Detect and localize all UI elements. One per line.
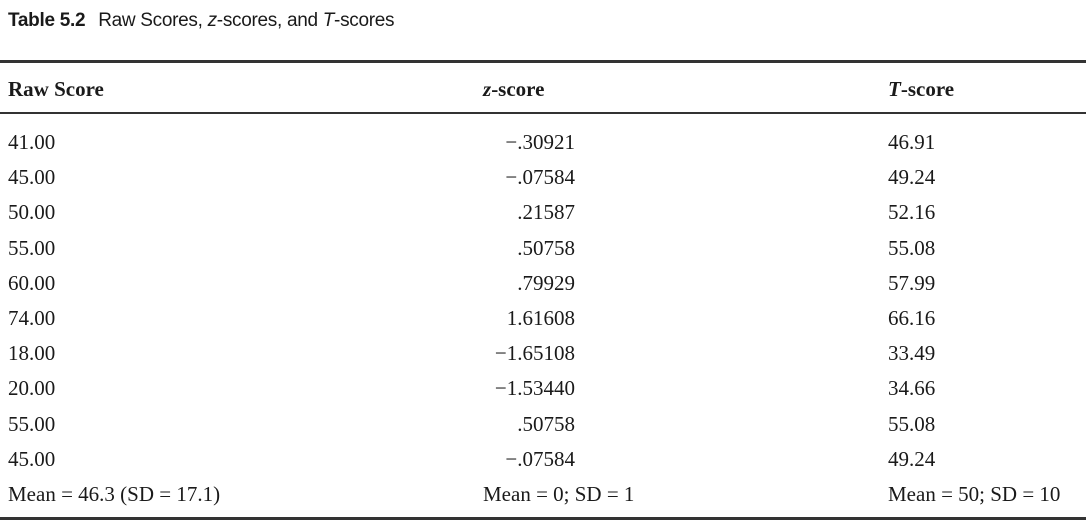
text-part: T (888, 77, 901, 101)
table-cell: .50758 (517, 235, 575, 260)
text-part: T (322, 10, 335, 31)
table-cell: 60.00 (8, 270, 56, 295)
table-cell: 66.16 (888, 306, 936, 330)
text-part: -score (491, 77, 545, 101)
text-part: z (483, 77, 492, 101)
table-cell: .50758 (517, 411, 575, 436)
table-cell: 33.49 (888, 341, 936, 366)
column-header: T-score (888, 77, 954, 101)
caption-label: Table 5.2 (8, 10, 86, 31)
table-cell: −.07584 (505, 446, 575, 471)
column-header: z-score (483, 77, 544, 101)
table-cell: .21587 (517, 200, 575, 225)
text-part: -score (900, 77, 955, 101)
table-cell: 18.00 (8, 341, 56, 366)
table-cell: 74.00 (8, 306, 56, 330)
table-cell: 41.00 (8, 130, 56, 154)
table-cell: 20.00 (8, 376, 56, 401)
table-cell: 55.08 (888, 235, 936, 260)
top-rule (0, 60, 1086, 63)
text-part: Raw Score (8, 77, 104, 101)
footer-cell: Mean = 50; SD = 10 (888, 482, 1061, 506)
table-cell: −1.53440 (494, 376, 575, 401)
footer-cell: Mean = 0; SD = 1 (483, 482, 635, 506)
table-cell: 52.16 (888, 200, 936, 225)
text-part: Raw Scores, (98, 10, 208, 31)
table-cell: 46.91 (888, 130, 936, 154)
table-cell: 45.00 (8, 165, 56, 190)
table-cell: −.30921 (505, 130, 575, 154)
table-cell: 55.08 (888, 411, 936, 436)
table-cell: 55.00 (8, 411, 56, 436)
table-cell: 45.00 (8, 446, 56, 471)
footer-cell: Mean = 46.3 (SD = 17.1) (8, 482, 221, 506)
table-cell: 1.61608 (506, 306, 575, 330)
table-cell: 49.24 (888, 446, 936, 471)
table-caption: Table 5.2 Raw Scores, z-scores, and T-sc… (8, 10, 395, 32)
table-cell: 50.00 (8, 200, 56, 225)
text-part: -scores (334, 10, 395, 31)
table-cell: .79929 (517, 270, 575, 295)
table-cell: 55.00 (8, 235, 56, 260)
caption-title: Raw Scores, z-scores, and T-scores (98, 10, 394, 31)
text-part: z (207, 10, 218, 31)
bottom-rule (0, 517, 1086, 520)
table-cell: −1.65108 (494, 341, 575, 366)
table-cell: 49.24 (888, 165, 936, 190)
header-rule (0, 112, 1086, 114)
column-header: Raw Score (8, 77, 104, 101)
table-cell: 57.99 (888, 270, 936, 295)
table-cell: 34.66 (888, 376, 936, 401)
text-part: -scores, and (216, 10, 323, 31)
table-cell: −.07584 (505, 165, 575, 190)
